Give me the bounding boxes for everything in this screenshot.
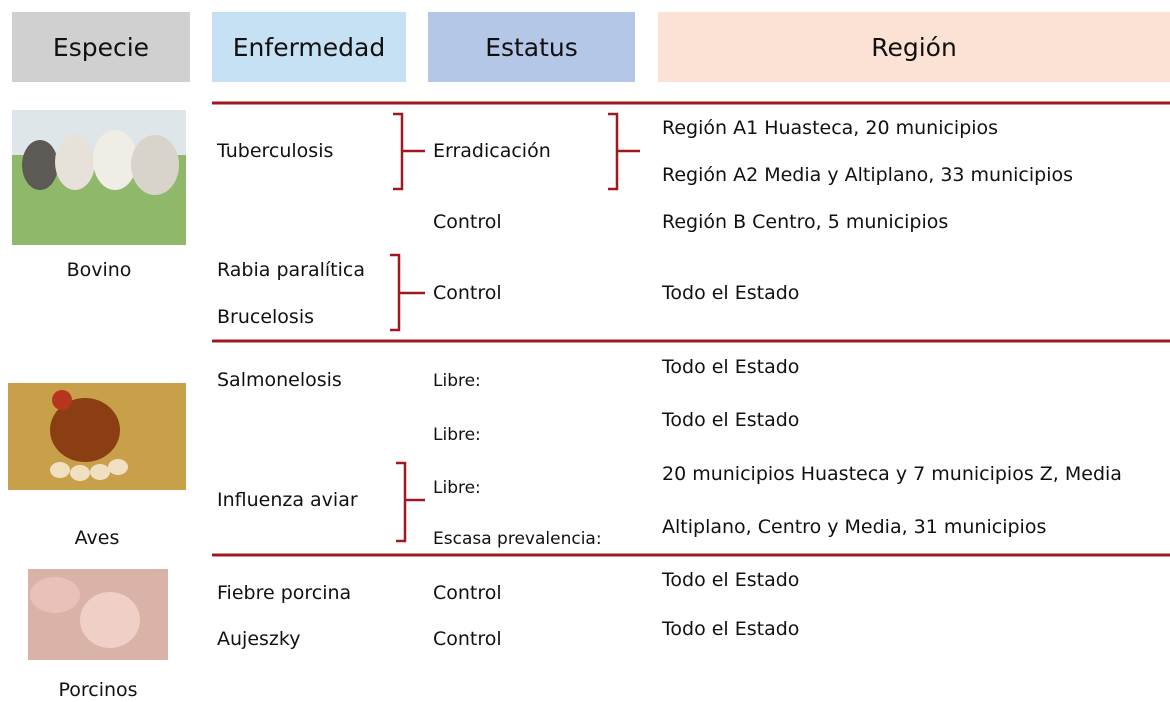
status: Control (433, 282, 502, 304)
header-cell: Enfermedad (212, 12, 406, 82)
disease: Brucelosis (217, 306, 315, 328)
species-label: Aves (74, 527, 120, 549)
region: Región A2 Media y Altiplano, 33 municipi… (662, 164, 1074, 186)
disease: Salmonelosis (217, 369, 342, 391)
status: Erradicación (433, 140, 551, 162)
region: Todo el Estado (662, 409, 800, 431)
region: Región B Centro, 5 municipios (662, 211, 949, 233)
status: Libre: (433, 478, 481, 498)
disease: Tuberculosis (217, 140, 334, 162)
region: Todo el Estado (662, 569, 800, 591)
region: Todo el Estado (662, 618, 800, 640)
status: Libre: (433, 425, 481, 445)
status: Control (433, 211, 502, 233)
species-label: Porcinos (58, 679, 138, 701)
species-label: Bovino (66, 259, 132, 281)
region: Todo el Estado (662, 356, 800, 378)
disease: Influenza aviar (217, 489, 358, 511)
region: Región A1 Huasteca, 20 municipios (662, 117, 999, 139)
region: Altiplano, Centro y Media, 31 municipios (662, 516, 1047, 538)
disease: Rabia paralítica (217, 259, 365, 281)
status: Control (433, 582, 502, 604)
disease: Aujeszky (217, 628, 301, 650)
status: Escasa prevalencia: (433, 529, 602, 549)
header-cell: Región (658, 12, 1170, 82)
status: Control (433, 628, 502, 650)
region: 20 municipios Huasteca y 7 municipios Z,… (662, 463, 1122, 485)
disease: Fiebre porcina (217, 582, 352, 604)
region: Todo el Estado (662, 282, 800, 304)
header-cell: Especie (12, 12, 190, 82)
status: Libre: (433, 371, 481, 391)
header-cell: Estatus (428, 12, 635, 82)
